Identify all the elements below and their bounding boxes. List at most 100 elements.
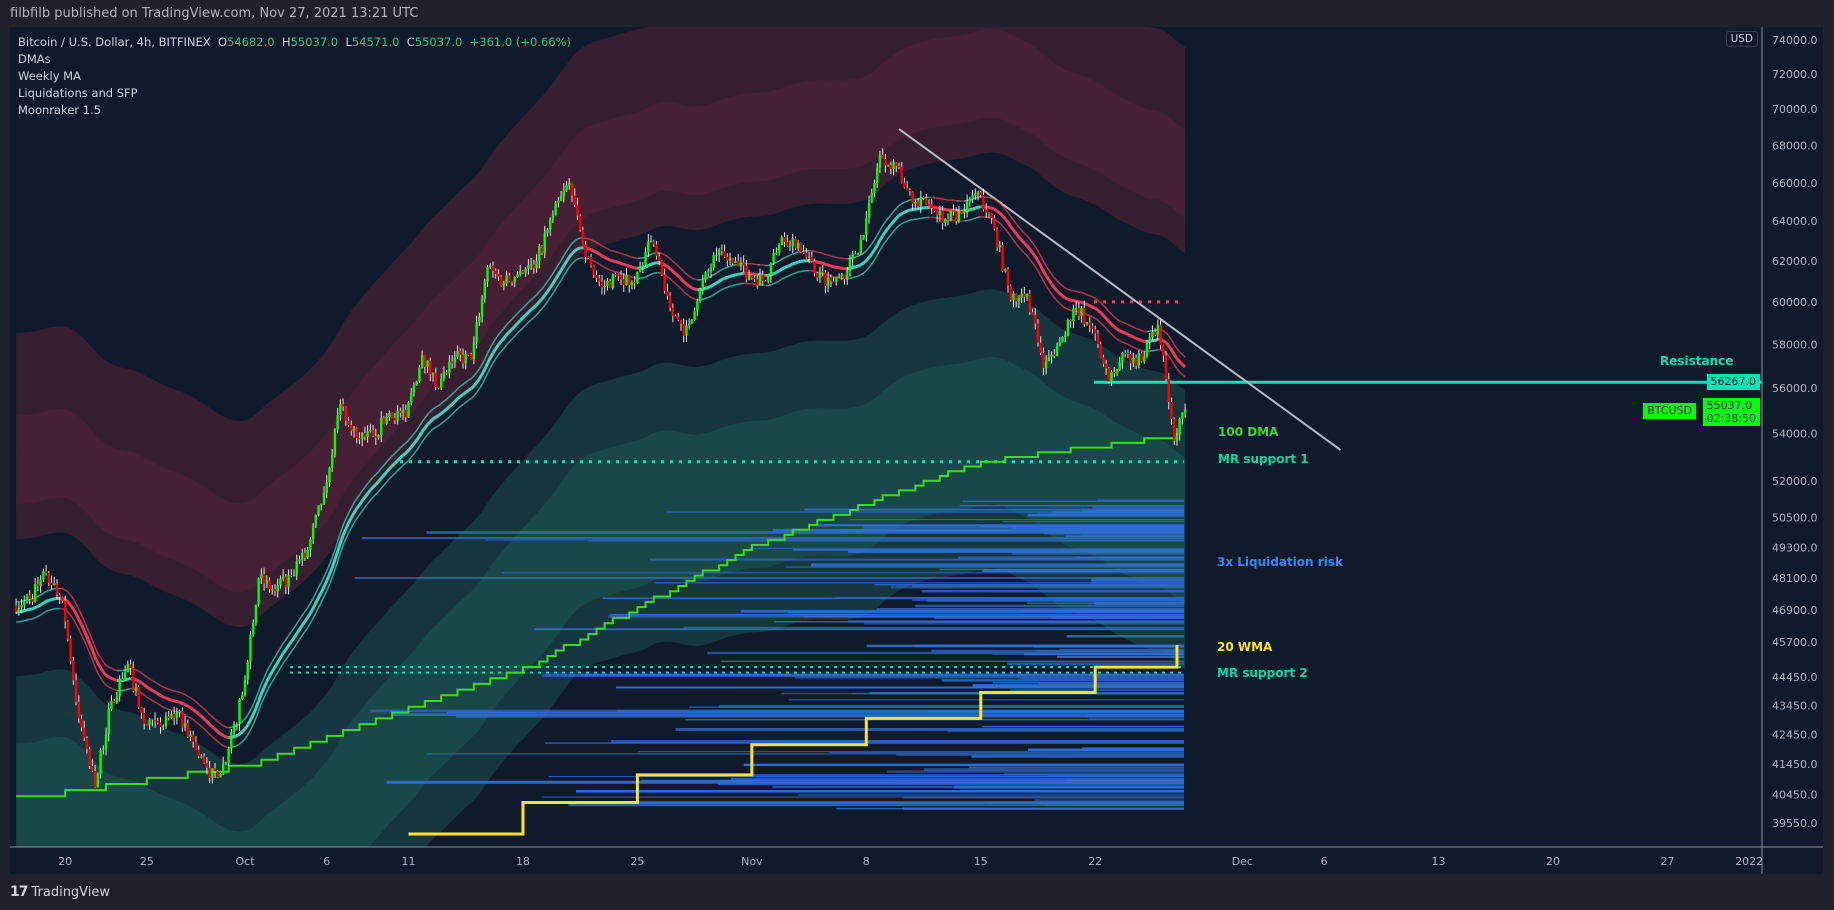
indicator-moonraker[interactable]: Moonraker 1.5 [18,103,102,117]
ribbon-segment [277,667,282,673]
ribbon-segment [596,241,600,245]
candle-body [810,256,813,262]
ribbon-segment [171,689,175,692]
ribbon-segment [500,347,505,352]
ribbon-segment [1141,339,1145,343]
footer-brand[interactable]: 17 TradingView [10,884,110,900]
candle-body [668,295,672,308]
ribbon-segment [1173,364,1178,370]
ribbon-segment [265,675,271,683]
ribbon-segment [1050,283,1056,289]
ribbon-segment [587,247,592,252]
ribbon-segment [1026,235,1031,240]
candle-body [58,594,61,598]
candle-body [1064,335,1067,338]
candle-body [472,342,476,360]
indicator-liquidations[interactable]: Liquidations and SFP [18,86,138,100]
ribbon-segment [945,208,949,212]
ribbon-segment [1181,354,1186,358]
ribbon-segment [478,384,483,390]
candle-body [200,756,203,758]
candle-body [660,260,664,275]
symbol-row[interactable]: Bitcoin / U.S. Dollar, 4h, BITFINEX O546… [18,34,571,51]
ribbon-segment [369,486,375,492]
candle-body [916,201,920,207]
candle-body [336,415,339,429]
ribbon-segment [1053,277,1058,282]
ribbon-segment [399,444,404,449]
ribbon-segment [548,282,555,289]
price-tick-label: 42450.0 [1772,728,1818,741]
ribbon-segment [1037,270,1042,277]
ribbon-segment [776,260,780,264]
ribbon-segment [563,251,568,257]
candle-body [982,194,985,210]
candle-body [410,392,413,403]
liquidation-label: 3x Liquidation risk [1217,555,1343,569]
candle-body [497,274,500,277]
ribbon-segment [863,250,867,254]
candle-body [543,232,546,253]
indicator-weekly-ma[interactable]: Weekly MA [18,69,81,83]
ribbon-segment [137,679,143,685]
ribbon-segment [1162,330,1167,334]
ribbon-segment [1062,285,1066,289]
candle-body [780,236,784,246]
candle-body [83,727,86,739]
ribbon-segment [598,243,603,247]
ribbon-segment [855,264,859,269]
ribbon-segment [473,372,478,377]
ribbon-segment [257,693,263,702]
mr-support-2-label: MR support 2 [1217,666,1308,680]
candle-body [589,256,593,266]
ribbon-segment [317,602,322,608]
ribbon-segment [890,210,895,216]
ribbon-segment [508,328,514,333]
ribbon-segment [388,455,393,460]
ribbon-segment [394,470,399,474]
indicator-dmas[interactable]: DMAs [18,52,51,66]
candle-body [949,210,952,221]
ribbon-segment [568,243,573,248]
ribbon-segment [209,733,213,738]
candle-body [61,597,64,601]
ribbon-segment [1127,343,1131,347]
ribbon-segment [669,278,674,282]
candle-body [276,585,279,592]
ribbon-segment [307,602,312,608]
ribbon-segment [849,276,853,280]
candle-body [521,271,525,273]
ribbon-segment [326,564,331,572]
ribbon-segment [32,616,36,620]
ribbon-segment [1091,305,1096,310]
ribbon-segment [519,327,524,332]
ribbon-segment [328,557,333,565]
candle-body [693,311,696,321]
candle-body [1025,293,1029,298]
candle-body [922,196,925,199]
ribbon-segment [508,318,513,323]
candle-body [461,354,465,364]
ribbon-segment [1064,287,1069,290]
candle-body [941,210,944,224]
ribbon-segment [669,258,674,262]
candle-body [595,275,598,279]
candle-body [369,430,372,432]
ribbon-segment [819,261,823,265]
ribbon-segment [457,405,461,410]
candle-body [1118,362,1121,370]
candle-body [153,719,157,721]
ribbon-segment [88,642,94,651]
currency-button[interactable]: USD [1725,31,1758,47]
candle-body [363,432,367,438]
ribbon-segment [1113,336,1118,340]
price-tick-label: 52000.0 [1772,475,1818,488]
ribbon-segment [795,251,799,254]
candle-body [164,716,168,727]
candle-body [603,285,606,288]
candle-body [925,198,928,204]
ribbon-segment [135,668,140,672]
ribbon-segment [418,430,424,438]
ribbon-segment [754,272,758,277]
